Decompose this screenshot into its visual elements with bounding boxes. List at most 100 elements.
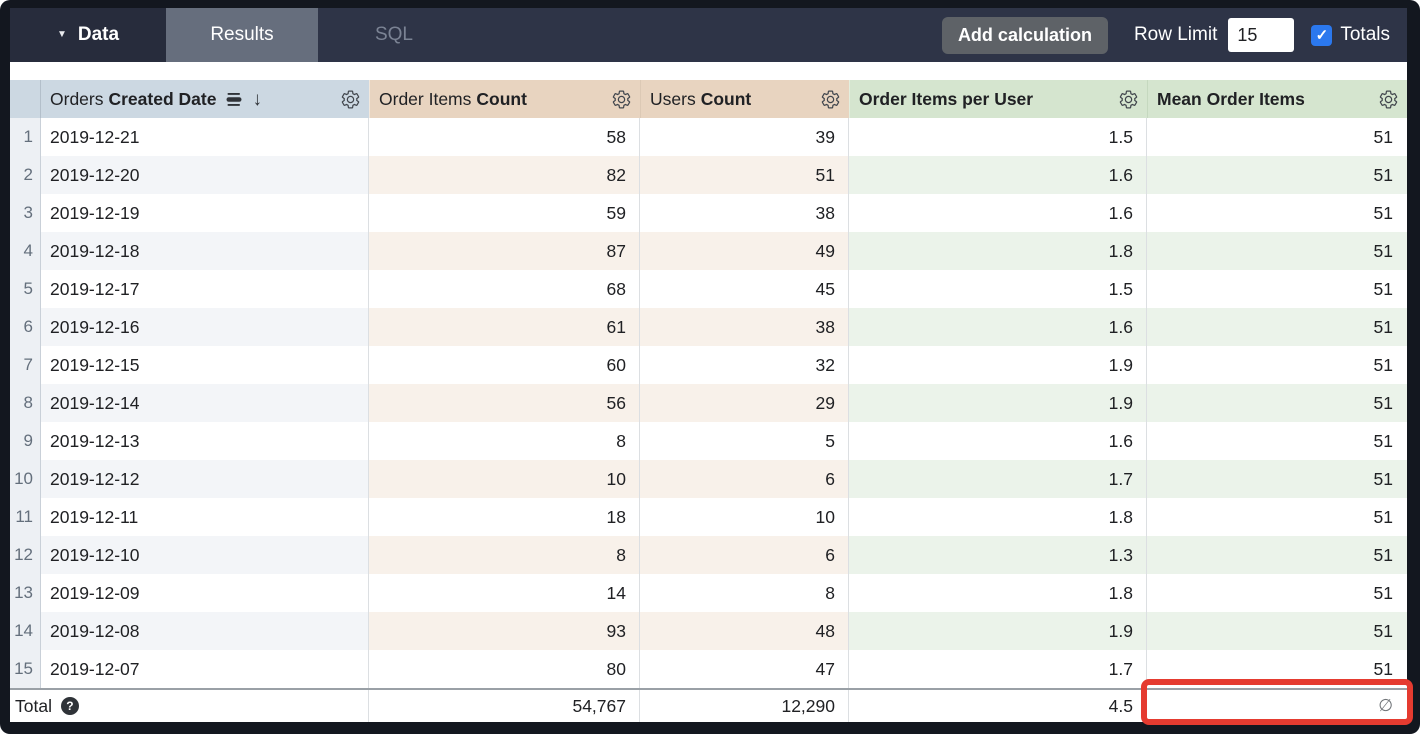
cell-mean-order-items[interactable]: 51 (1147, 574, 1407, 612)
total-mean-order-items[interactable]: ∅ (1378, 696, 1393, 715)
cell-mean-order-items[interactable]: 51 (1147, 498, 1407, 536)
cell-users-count[interactable]: 8 (640, 574, 849, 612)
cell-orders-created-date[interactable]: 2019-12-19 (41, 194, 369, 232)
gear-icon[interactable] (1118, 89, 1139, 110)
cell-mean-order-items[interactable]: 51 (1147, 308, 1407, 346)
cell-orders-created-date[interactable]: 2019-12-21 (41, 118, 369, 156)
cell-order-items-count[interactable]: 56 (369, 384, 640, 422)
cell-orders-created-date[interactable]: 2019-12-14 (41, 384, 369, 422)
cell-orders-created-date[interactable]: 2019-12-08 (41, 612, 369, 650)
cell-order-items-count[interactable]: 58 (369, 118, 640, 156)
cell-orders-created-date[interactable]: 2019-12-13 (41, 422, 369, 460)
cell-users-count[interactable]: 45 (640, 270, 849, 308)
cell-users-count[interactable]: 39 (640, 118, 849, 156)
help-icon[interactable]: ? (60, 697, 79, 715)
cell-orders-created-date[interactable]: 2019-12-15 (41, 346, 369, 384)
gear-icon[interactable] (1378, 89, 1399, 110)
cell-order-items-count[interactable]: 10 (369, 460, 640, 498)
cell-order-items-per-user[interactable]: 1.6 (849, 422, 1147, 460)
cell-order-items-count[interactable]: 61 (369, 308, 640, 346)
cell-mean-order-items[interactable]: 51 (1147, 422, 1407, 460)
cell-mean-order-items[interactable]: 51 (1147, 460, 1407, 498)
cell-order-items-count[interactable]: 80 (369, 650, 640, 688)
date-group-icon (226, 92, 243, 107)
cell-orders-created-date[interactable]: 2019-12-10 (41, 536, 369, 574)
cell-order-items-per-user[interactable]: 1.5 (849, 118, 1147, 156)
total-order-items-count[interactable]: 54,767 (369, 690, 640, 722)
column-header-users-count[interactable]: Users Count (640, 80, 849, 118)
cell-mean-order-items[interactable]: 51 (1147, 118, 1407, 156)
cell-order-items-per-user[interactable]: 1.9 (849, 612, 1147, 650)
gear-icon[interactable] (820, 89, 841, 110)
cell-order-items-count[interactable]: 68 (369, 270, 640, 308)
sort-desc-arrow-icon[interactable]: ↓ (252, 88, 262, 110)
add-calculation-button[interactable]: Add calculation (941, 16, 1108, 54)
cell-order-items-per-user[interactable]: 1.8 (849, 232, 1147, 270)
cell-order-items-per-user[interactable]: 1.6 (849, 194, 1147, 232)
gear-icon[interactable] (611, 89, 632, 110)
cell-mean-order-items[interactable]: 51 (1147, 270, 1407, 308)
cell-order-items-count[interactable]: 87 (369, 232, 640, 270)
cell-users-count[interactable]: 51 (640, 156, 849, 194)
cell-order-items-count[interactable]: 14 (369, 574, 640, 612)
row-number: 15 (10, 650, 41, 688)
cell-users-count[interactable]: 6 (640, 536, 849, 574)
cell-users-count[interactable]: 29 (640, 384, 849, 422)
cell-orders-created-date[interactable]: 2019-12-07 (41, 650, 369, 688)
cell-orders-created-date[interactable]: 2019-12-11 (41, 498, 369, 536)
cell-order-items-count[interactable]: 60 (369, 346, 640, 384)
cell-order-items-per-user[interactable]: 1.8 (849, 574, 1147, 612)
cell-order-items-per-user[interactable]: 1.6 (849, 308, 1147, 346)
cell-order-items-count[interactable]: 93 (369, 612, 640, 650)
cell-users-count[interactable]: 49 (640, 232, 849, 270)
total-order-items-per-user[interactable]: 4.5 (849, 690, 1147, 722)
cell-users-count[interactable]: 38 (640, 308, 849, 346)
row-number: 11 (10, 498, 41, 536)
cell-order-items-per-user[interactable]: 1.7 (849, 650, 1147, 688)
gear-icon[interactable] (340, 89, 361, 110)
cell-users-count[interactable]: 10 (640, 498, 849, 536)
cell-users-count[interactable]: 48 (640, 612, 849, 650)
cell-order-items-count[interactable]: 18 (369, 498, 640, 536)
cell-mean-order-items[interactable]: 51 (1147, 346, 1407, 384)
cell-mean-order-items[interactable]: 51 (1147, 156, 1407, 194)
cell-order-items-per-user[interactable]: 1.3 (849, 536, 1147, 574)
cell-order-items-per-user[interactable]: 1.9 (849, 384, 1147, 422)
cell-order-items-per-user[interactable]: 1.5 (849, 270, 1147, 308)
cell-orders-created-date[interactable]: 2019-12-09 (41, 574, 369, 612)
cell-users-count[interactable]: 6 (640, 460, 849, 498)
cell-mean-order-items[interactable]: 51 (1147, 612, 1407, 650)
column-header-mean-order-items[interactable]: Mean Order Items (1147, 80, 1407, 118)
tab-results[interactable]: Results (166, 8, 318, 62)
cell-order-items-per-user[interactable]: 1.9 (849, 346, 1147, 384)
cell-orders-created-date[interactable]: 2019-12-17 (41, 270, 369, 308)
cell-order-items-per-user[interactable]: 1.6 (849, 156, 1147, 194)
cell-orders-created-date[interactable]: 2019-12-16 (41, 308, 369, 346)
cell-order-items-per-user[interactable]: 1.7 (849, 460, 1147, 498)
cell-orders-created-date[interactable]: 2019-12-12 (41, 460, 369, 498)
column-header-order-items-count[interactable]: Order Items Count (369, 80, 640, 118)
tab-sql[interactable]: SQL (318, 8, 470, 62)
totals-checkbox[interactable] (1311, 24, 1333, 46)
cell-orders-created-date[interactable]: 2019-12-20 (41, 156, 369, 194)
data-section-toggle[interactable]: ▼ Data (10, 8, 166, 62)
cell-order-items-count[interactable]: 82 (369, 156, 640, 194)
cell-mean-order-items[interactable]: 51 (1147, 650, 1407, 688)
cell-order-items-count[interactable]: 8 (369, 536, 640, 574)
cell-order-items-count[interactable]: 8 (369, 422, 640, 460)
cell-users-count[interactable]: 32 (640, 346, 849, 384)
cell-order-items-per-user[interactable]: 1.8 (849, 498, 1147, 536)
cell-orders-created-date[interactable]: 2019-12-18 (41, 232, 369, 270)
column-header-order-items-per-user[interactable]: Order Items per User (849, 80, 1147, 118)
cell-mean-order-items[interactable]: 51 (1147, 536, 1407, 574)
column-header-orders-created-date[interactable]: Orders Created Date ↓ (41, 80, 369, 118)
cell-users-count[interactable]: 5 (640, 422, 849, 460)
cell-mean-order-items[interactable]: 51 (1147, 194, 1407, 232)
cell-users-count[interactable]: 47 (640, 650, 849, 688)
cell-order-items-count[interactable]: 59 (369, 194, 640, 232)
cell-mean-order-items[interactable]: 51 (1147, 232, 1407, 270)
cell-users-count[interactable]: 38 (640, 194, 849, 232)
total-users-count[interactable]: 12,290 (640, 690, 849, 722)
cell-mean-order-items[interactable]: 51 (1147, 384, 1407, 422)
row-limit-input[interactable] (1228, 18, 1295, 52)
